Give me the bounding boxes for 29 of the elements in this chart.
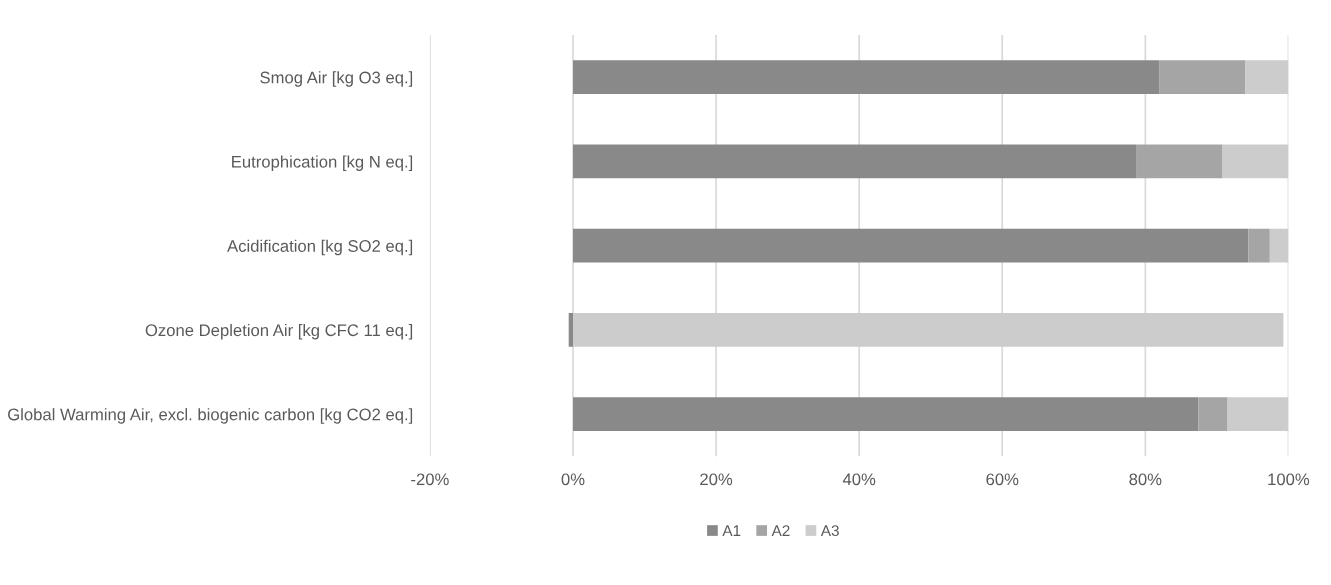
bar (573, 397, 1199, 432)
y-tick-label: Global Warming Air, excl. biogenic carbon [kg CO2 eq.] (8, 408, 413, 424)
x-tick-label: 80% (1129, 473, 1162, 486)
bar (1198, 397, 1228, 432)
y-tick-label: Ozone Depletion Air [kg CFC 11 eq.] (145, 323, 413, 340)
legend-label: A3 (820, 525, 839, 537)
bar (568, 313, 573, 347)
x-tick-label: 20% (700, 473, 733, 486)
bar (573, 228, 1249, 263)
bar (1248, 228, 1270, 263)
bar (573, 313, 1284, 347)
x-tick-label: 0% (561, 473, 585, 486)
bar (1222, 144, 1289, 179)
y-tick-label: Acidification [kg SO2 eq.] (227, 239, 413, 256)
bar (1245, 60, 1289, 95)
bar (1136, 144, 1223, 179)
bar (1159, 60, 1246, 95)
x-tick-label: 60% (986, 473, 1019, 486)
bar (1227, 397, 1289, 432)
bar (573, 144, 1137, 179)
y-tick-label: Smog Air [kg O3 eq.] (260, 71, 413, 87)
legend-label: A2 (771, 525, 790, 536)
bar (1269, 228, 1289, 263)
x-tick-label: 40% (842, 473, 876, 486)
x-tick-label: 100% (1268, 473, 1310, 486)
y-tick-label: Eutrophication [kg N eq.] (232, 155, 413, 171)
bar (573, 60, 1160, 95)
legend-label: A1 (722, 525, 741, 536)
x-tick-label: -20% (411, 473, 449, 486)
